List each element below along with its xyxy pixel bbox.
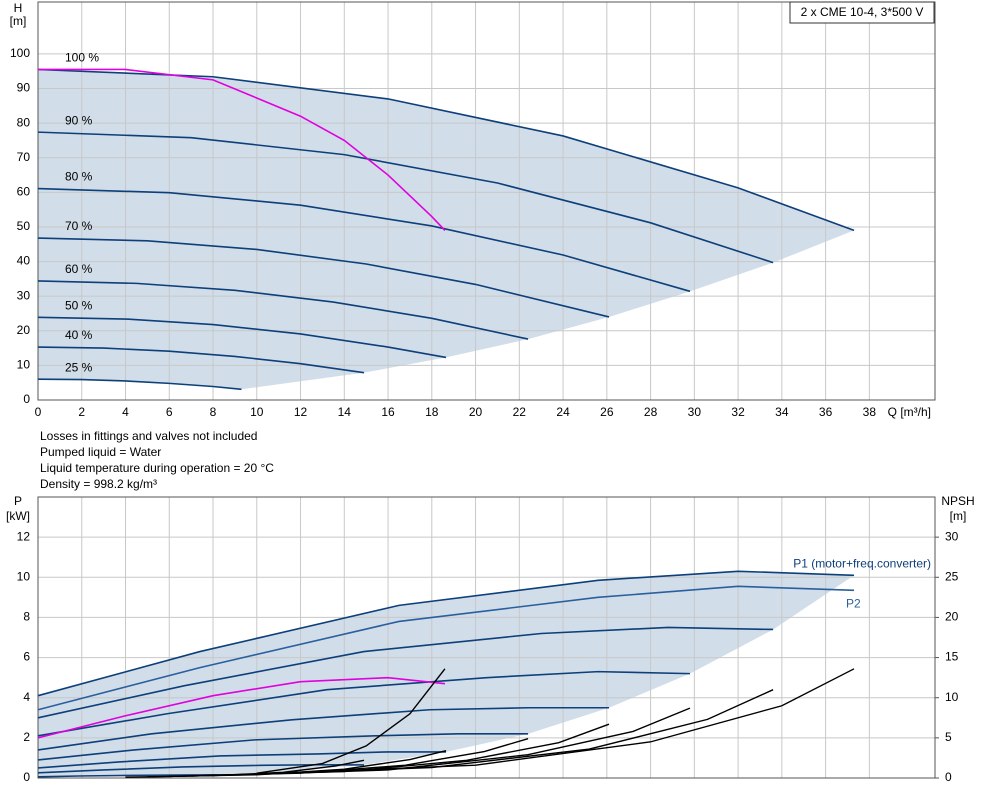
x-tick-label: 30	[688, 405, 702, 419]
y-axis-unit: [m]	[10, 14, 27, 28]
y-tick-label: 90	[17, 81, 31, 95]
x-tick-label: 32	[731, 405, 745, 419]
x-tick-label: 26	[600, 405, 614, 419]
y-tick-label: 2	[23, 730, 30, 744]
curve	[37, 706, 610, 751]
x-tick-label: 36	[819, 405, 833, 419]
x-tick-label: 6	[166, 405, 173, 419]
curve	[37, 237, 610, 318]
y-axis-label: H	[14, 1, 23, 15]
series-label: 80 %	[65, 170, 93, 184]
curve	[37, 316, 447, 359]
y-tick-label: 10	[17, 358, 31, 372]
y-tick-label: 70	[17, 150, 31, 164]
curve	[37, 626, 774, 719]
x-tick-label: 38	[863, 405, 877, 419]
x-tick-label: 10	[250, 405, 264, 419]
curve	[37, 763, 364, 774]
x-tick-label: 0	[35, 405, 42, 419]
plot-frame	[37, 496, 936, 779]
series-label: 90 %	[65, 113, 93, 127]
x-tick-label: 20	[469, 405, 483, 419]
annotation: 2 x CME 10-4, 3*500 V	[801, 5, 924, 19]
curve	[37, 570, 855, 697]
y2-axis-unit: [m]	[950, 509, 967, 523]
series-label: P2	[846, 597, 861, 611]
curve	[37, 187, 691, 293]
y-tick-label: 10	[17, 569, 31, 583]
note: Pumped liquid = Water	[40, 445, 161, 459]
x-tick-label: 14	[338, 405, 352, 419]
curve	[37, 751, 447, 769]
curve	[37, 280, 529, 340]
series-label: 50 %	[65, 298, 93, 312]
annotation-box	[789, 1, 935, 24]
y-tick-label: 40	[17, 254, 31, 268]
y-tick-label: 60	[17, 185, 31, 199]
x-tick-label: 34	[775, 405, 789, 419]
y2-tick-label: 0	[945, 770, 952, 784]
curve	[37, 378, 242, 391]
y2-tick-label: 15	[945, 650, 959, 664]
x-tick-label: 12	[294, 405, 308, 419]
y2-tick-label: 25	[945, 569, 959, 583]
y-tick-label: 0	[23, 770, 30, 784]
y2-axis-label: NPSH	[941, 494, 974, 508]
series-label: 25 %	[65, 360, 93, 374]
y-tick-label: 20	[17, 323, 31, 337]
y-tick-label: 12	[17, 529, 31, 543]
curve	[38, 68, 446, 231]
curve	[37, 131, 774, 264]
curve	[37, 585, 855, 711]
y-tick-label: 30	[17, 288, 31, 302]
y-tick-label: 0	[23, 392, 30, 406]
x-tick-label: 16	[381, 405, 395, 419]
curve	[256, 668, 446, 774]
note: Liquid temperature during operation = 20…	[40, 461, 274, 475]
note: Losses in fittings and valves not includ…	[40, 429, 257, 443]
y2-tick-label: 30	[945, 529, 959, 543]
series-label: 40 %	[65, 328, 93, 342]
note: Density = 998.2 kg/m³	[40, 477, 157, 491]
y-tick-label: 6	[23, 650, 30, 664]
x-tick-label: 4	[122, 405, 129, 419]
y-tick-label: 100	[10, 46, 30, 60]
y-tick-label: 50	[17, 219, 31, 233]
x-tick-label: 24	[556, 405, 570, 419]
y-tick-label: 8	[23, 610, 30, 624]
y2-tick-label: 5	[945, 730, 952, 744]
y-tick-label: 4	[23, 690, 30, 704]
y-tick-label: 80	[17, 115, 31, 129]
curve	[37, 733, 529, 761]
x-tick-label: 28	[644, 405, 658, 419]
x-axis-label: Q [m³/h]	[888, 405, 931, 419]
curve	[125, 759, 365, 778]
curve	[37, 676, 446, 739]
plot-frame	[37, 1, 936, 401]
series-label: 100 %	[65, 51, 99, 65]
x-tick-label: 22	[513, 405, 527, 419]
series-label: 60 %	[65, 262, 93, 276]
series-label: P1 (motor+freq.converter)	[793, 556, 931, 570]
curve	[37, 670, 690, 737]
y-axis-unit: [kW]	[6, 509, 30, 523]
x-tick-label: 18	[425, 405, 439, 419]
curve	[37, 68, 855, 232]
x-tick-label: 8	[210, 405, 217, 419]
y-axis-label: P	[14, 494, 22, 508]
curve	[37, 346, 365, 374]
x-tick-label: 2	[78, 405, 85, 419]
y2-tick-label: 20	[945, 610, 959, 624]
series-label: 70 %	[65, 219, 93, 233]
y2-tick-label: 10	[945, 690, 959, 704]
